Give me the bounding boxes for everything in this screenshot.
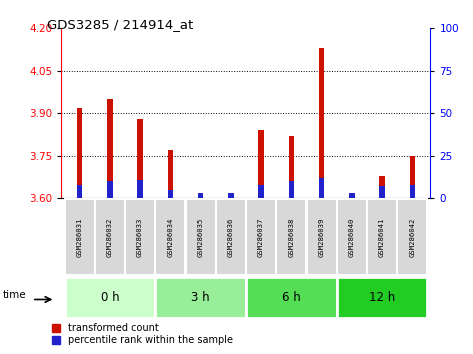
Text: GSM286041: GSM286041: [379, 217, 385, 257]
Text: 3 h: 3 h: [191, 291, 210, 304]
Text: GSM286034: GSM286034: [167, 217, 174, 257]
FancyBboxPatch shape: [337, 199, 367, 275]
FancyBboxPatch shape: [337, 277, 428, 318]
Bar: [379, 176, 385, 198]
Bar: [77, 108, 82, 198]
Bar: [107, 181, 113, 198]
Text: time: time: [3, 290, 26, 300]
Bar: [319, 48, 324, 198]
Text: GSM286042: GSM286042: [409, 217, 415, 257]
Text: GSM286036: GSM286036: [228, 217, 234, 257]
Bar: [198, 193, 203, 198]
Bar: [410, 156, 415, 198]
FancyBboxPatch shape: [125, 199, 155, 275]
Bar: [228, 193, 234, 198]
Bar: [289, 181, 294, 198]
Bar: [198, 195, 203, 198]
Bar: [289, 136, 294, 198]
FancyBboxPatch shape: [185, 199, 216, 275]
Bar: [319, 178, 324, 198]
Bar: [167, 190, 173, 198]
Bar: [228, 195, 234, 198]
Text: GSM286031: GSM286031: [77, 217, 83, 257]
Text: GSM286033: GSM286033: [137, 217, 143, 257]
FancyBboxPatch shape: [397, 199, 427, 275]
Text: GSM286039: GSM286039: [318, 217, 324, 257]
Text: GSM286032: GSM286032: [107, 217, 113, 257]
Text: GDS3285 / 214914_at: GDS3285 / 214914_at: [47, 18, 193, 31]
FancyBboxPatch shape: [64, 277, 155, 318]
FancyBboxPatch shape: [246, 199, 276, 275]
FancyBboxPatch shape: [307, 199, 336, 275]
FancyBboxPatch shape: [246, 277, 337, 318]
Bar: [379, 186, 385, 198]
Text: 0 h: 0 h: [101, 291, 119, 304]
Text: 12 h: 12 h: [369, 291, 395, 304]
FancyBboxPatch shape: [367, 199, 397, 275]
FancyBboxPatch shape: [156, 199, 185, 275]
Text: GSM286038: GSM286038: [289, 217, 294, 257]
FancyBboxPatch shape: [155, 277, 246, 318]
Text: GSM286035: GSM286035: [198, 217, 203, 257]
FancyBboxPatch shape: [276, 199, 307, 275]
Legend: transformed count, percentile rank within the sample: transformed count, percentile rank withi…: [52, 324, 233, 346]
FancyBboxPatch shape: [216, 199, 246, 275]
FancyBboxPatch shape: [95, 199, 125, 275]
Bar: [410, 185, 415, 198]
Bar: [137, 119, 143, 198]
Bar: [77, 185, 82, 198]
Bar: [167, 150, 173, 198]
Text: GSM286037: GSM286037: [258, 217, 264, 257]
Text: 6 h: 6 h: [282, 291, 301, 304]
Bar: [258, 130, 264, 198]
Bar: [349, 193, 355, 198]
Bar: [107, 99, 113, 198]
Bar: [137, 179, 143, 198]
Bar: [349, 195, 355, 198]
FancyBboxPatch shape: [65, 199, 95, 275]
Bar: [258, 185, 264, 198]
Text: GSM286040: GSM286040: [349, 217, 355, 257]
